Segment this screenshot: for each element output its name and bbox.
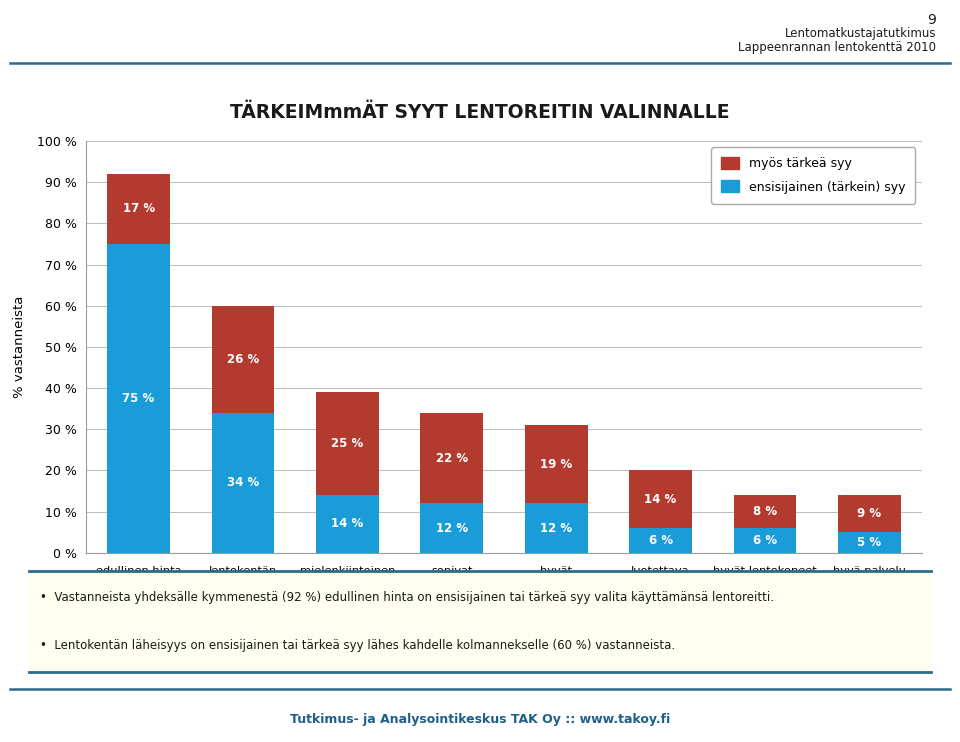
Bar [733,495,796,528]
Bar [838,532,900,553]
Text: TÄRKEIMmmÄT SYYT LENTOREITIN VALINNALLE: TÄRKEIMmmÄT SYYT LENTOREITIN VALINNALLE [230,103,730,122]
Bar [420,413,483,503]
Bar [733,528,796,553]
Text: Lentomatkustajatutkimus: Lentomatkustajatutkimus [784,27,936,41]
Bar [108,244,170,553]
Text: •  Vastanneista yhdeksälle kymmenestä (92 %) edullinen hinta on ensisijainen tai: • Vastanneista yhdeksälle kymmenestä (92… [39,591,774,605]
Text: 14 %: 14 % [644,493,677,506]
Bar [525,425,588,503]
Y-axis label: % vastanneista: % vastanneista [12,296,26,398]
Text: 26 %: 26 % [227,352,259,366]
Text: 9 %: 9 % [857,508,881,520]
Bar [316,495,378,553]
Text: 19 %: 19 % [540,458,572,470]
Text: 12 %: 12 % [540,522,572,534]
Bar [211,413,275,553]
Bar [525,503,588,553]
Text: 9: 9 [927,13,936,27]
Bar [630,528,692,553]
Text: 14 %: 14 % [331,517,364,531]
Bar [420,503,483,553]
Text: Tutkimus- ja Analysointikeskus TAK Oy :: www.takoy.fi: Tutkimus- ja Analysointikeskus TAK Oy ::… [290,712,670,726]
Text: 34 %: 34 % [227,476,259,489]
Text: 17 %: 17 % [123,203,155,215]
Bar [838,495,900,532]
Legend: myös tärkeä syy, ensisijainen (tärkein) syy: myös tärkeä syy, ensisijainen (tärkein) … [711,147,915,204]
Text: Lappeenrannan lentokenttä 2010: Lappeenrannan lentokenttä 2010 [738,41,936,54]
Text: 6 %: 6 % [753,534,777,547]
Text: •  Lentokentän läheisyys on ensisijainen tai tärkeä syy lähes kahdelle kolmannek: • Lentokentän läheisyys on ensisijainen … [39,640,675,652]
Bar [211,306,275,413]
Text: 6 %: 6 % [649,534,673,547]
Text: 22 %: 22 % [436,452,468,464]
Bar [108,174,170,244]
Text: 75 %: 75 % [123,392,155,405]
Text: 8 %: 8 % [753,505,777,518]
Text: 12 %: 12 % [436,522,468,534]
Bar [316,393,378,495]
Text: 5 %: 5 % [857,536,881,549]
Text: 25 %: 25 % [331,437,364,450]
Bar [630,470,692,528]
